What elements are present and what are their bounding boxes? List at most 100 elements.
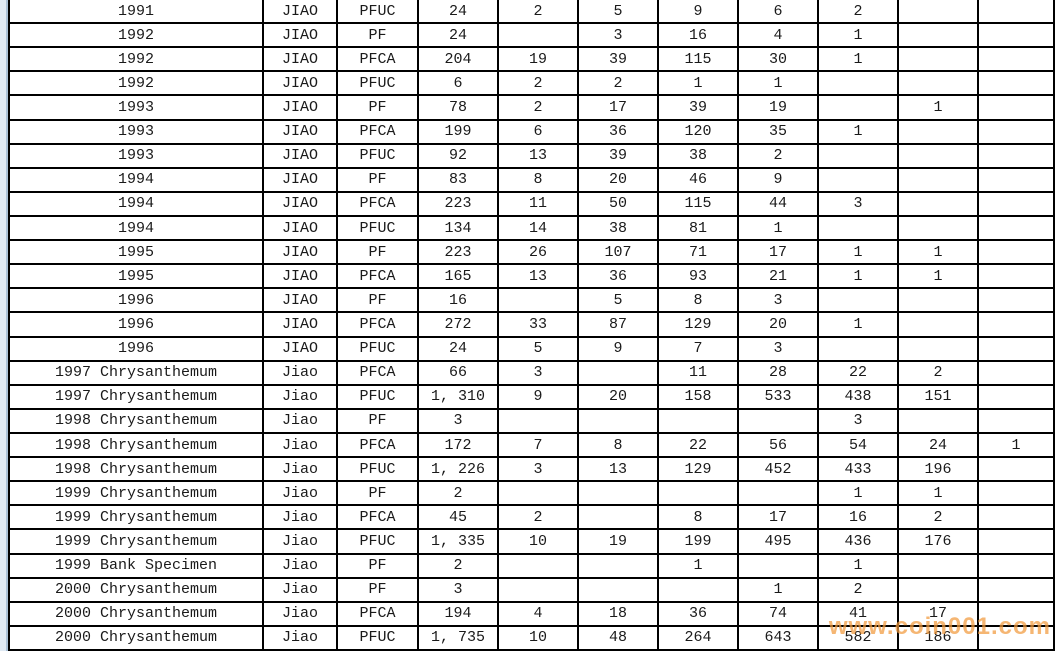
table-row: 1998 Chrysanthemum Jiao PF 3 3 [8,407,1055,434]
denomination-cell: Jiao [262,456,338,483]
year-cell: 1994 [8,166,264,193]
denomination-cell: JIAO [262,0,338,25]
grade-count-cell: 18 [577,600,659,627]
grade-count-cell: 115 [657,46,739,73]
grade-type-cell: PF [336,287,419,314]
grade-count-cell: 6 [497,118,579,145]
grade-count-cell: 495 [737,528,819,555]
table-row: 1993 JIAO PFUC 92 13 39 38 2 [8,142,1055,169]
grade-count-cell [977,94,1055,121]
table-row: 1999 Chrysanthemum Jiao PF 2 1 1 [8,480,1055,507]
denomination-cell: JIAO [262,335,338,362]
year-cell: 1994 [8,214,264,242]
denomination-cell: JIAO [262,94,338,121]
grade-count-cell: 3 [737,335,819,362]
year-cell: 1998 Chrysanthemum [8,431,264,459]
year-cell: 2000 Chrysanthemum [8,624,264,651]
grade-count-cell [657,407,739,434]
total-cell: 83 [417,166,499,193]
denomination-cell: JIAO [262,311,338,338]
grade-count-cell: 7 [657,335,739,362]
grade-count-cell: 13 [497,263,579,290]
grade-count-cell [897,287,979,314]
denomination-cell: Jiao [262,431,338,459]
grade-count-cell: 28 [737,359,819,386]
grade-count-cell [737,552,819,579]
grade-count-cell: 11 [497,190,579,217]
grade-type-cell: PFCA [336,431,419,459]
grade-count-cell: 1 [657,552,739,579]
grade-count-cell: 2 [497,504,579,531]
grade-count-cell: 14 [497,214,579,242]
grade-type-cell: PFCA [336,190,419,217]
year-cell: 1998 Chrysanthemum [8,407,264,434]
grade-count-cell [977,263,1055,290]
grade-count-cell [977,504,1055,531]
grade-count-cell: 2 [737,142,819,169]
grade-count-cell [977,480,1055,507]
grade-count-cell: 17 [577,94,659,121]
grade-count-cell [817,287,899,314]
grade-count-cell: 533 [737,383,819,410]
grade-count-cell [817,142,899,169]
table-row: 1992 JIAO PFCA 204 19 39 115 30 1 [8,46,1055,73]
grade-count-cell [977,46,1055,73]
grade-count-cell: 1 [897,263,979,290]
denomination-cell: Jiao [262,383,338,410]
grade-count-cell: 16 [657,22,739,49]
grade-count-cell [977,22,1055,49]
grade-count-cell [977,407,1055,434]
table-row: 1999 Bank Specimen Jiao PF 2 1 1 [8,552,1055,579]
grade-count-cell: 20 [577,166,659,193]
total-cell: 199 [417,118,499,145]
table-row: 2000 Chrysanthemum Jiao PF 3 1 2 [8,576,1055,603]
grade-count-cell: 35 [737,118,819,145]
denomination-cell: Jiao [262,552,338,579]
grade-count-cell: 11 [657,359,739,386]
grade-type-cell: PFUC [336,0,419,25]
year-cell: 1996 [8,311,264,338]
grade-count-cell: 19 [737,94,819,121]
grade-count-cell: 24 [897,431,979,459]
total-cell: 223 [417,239,499,266]
grade-count-cell [977,456,1055,483]
total-cell: 204 [417,46,499,73]
grade-count-cell [977,335,1055,362]
total-cell: 194 [417,600,499,627]
grade-count-cell: 19 [497,46,579,73]
grade-count-cell: 71 [657,239,739,266]
grade-type-cell: PFUC [336,383,419,410]
grade-count-cell [577,504,659,531]
table-row: 1999 Chrysanthemum Jiao PFCA 45 2 8 17 16 2 [8,504,1055,531]
grade-count-cell: 3 [497,456,579,483]
denomination-cell: Jiao [262,480,338,507]
total-cell: 223 [417,190,499,217]
grade-count-cell [897,22,979,49]
grade-count-cell: 2 [497,0,579,25]
grade-count-cell: 22 [817,359,899,386]
grade-count-cell: 2 [497,70,579,97]
total-cell: 78 [417,94,499,121]
grade-count-cell: 39 [577,142,659,169]
grade-count-cell: 1 [817,239,899,266]
grade-count-cell: 13 [577,456,659,483]
denomination-cell: JIAO [262,70,338,97]
grade-count-cell: 36 [657,600,739,627]
grade-count-cell [817,166,899,193]
total-cell: 1, 226 [417,456,499,483]
year-cell: 1999 Bank Specimen [8,552,264,579]
grade-count-cell: 20 [737,311,819,338]
grade-count-cell: 8 [657,504,739,531]
grade-count-cell: 50 [577,190,659,217]
total-cell: 2 [417,480,499,507]
grade-count-cell: 433 [817,456,899,483]
population-table: 1991 JIAO PFUC 24 2 5 9 6 2 1992 JIAO PF 24 3 16 4 1 1992… [8,0,1055,651]
grade-count-cell: 199 [657,528,739,555]
grade-type-cell: PFCA [336,359,419,386]
grade-count-cell [497,22,579,49]
grade-type-cell: PFUC [336,528,419,555]
grade-count-cell: 107 [577,239,659,266]
grade-count-cell: 10 [497,528,579,555]
grade-count-cell [897,407,979,434]
grade-count-cell [817,335,899,362]
